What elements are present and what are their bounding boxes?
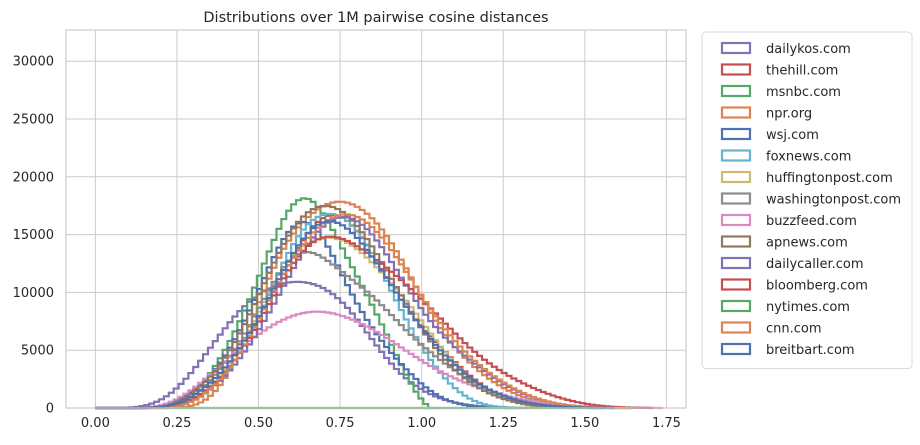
legend-swatch bbox=[720, 342, 752, 356]
legend-label: wsj.com bbox=[766, 128, 819, 143]
y-tick-label: 0 bbox=[46, 402, 54, 417]
legend-swatch bbox=[720, 84, 752, 98]
chart-title: Distributions over 1M pairwise cosine di… bbox=[203, 10, 548, 26]
histogram-series-buzzfeed-com bbox=[95, 310, 664, 410]
legend-label: thehill.com bbox=[766, 64, 838, 79]
legend-swatch bbox=[720, 149, 752, 162]
legend-label: buzzfeed.com bbox=[766, 214, 857, 229]
plot-area: 0.00 0.25 0.50 0.75 1.00 1.25 1.50 1.75 0 5000 100… bbox=[13, 29, 687, 431]
histogram-series-breitbart-com bbox=[95, 220, 615, 410]
legend-label: foxnews.com bbox=[766, 150, 851, 165]
y-tick-label: 25000 bbox=[13, 113, 54, 128]
legend-label: huffingtonpost.com bbox=[766, 171, 893, 186]
y-tick-label: 30000 bbox=[13, 55, 54, 70]
histogram-series-washingtonpost-com bbox=[95, 251, 600, 410]
legend-box bbox=[701, 31, 913, 369]
histogram-series-dailykos-com bbox=[95, 280, 537, 410]
y-tick-label: 5000 bbox=[21, 344, 54, 359]
legend-label: dailycaller.com bbox=[766, 257, 864, 272]
legend-swatch bbox=[720, 41, 752, 55]
y-tick-label: 20000 bbox=[13, 170, 54, 185]
legend-swatch bbox=[720, 256, 752, 270]
x-tick-label: 1.75 bbox=[652, 416, 681, 431]
legend-label: apnews.com bbox=[766, 236, 848, 251]
legend-label: breitbart.com bbox=[766, 343, 855, 358]
legend-label: bloomberg.com bbox=[766, 279, 868, 294]
y-tick-label: 10000 bbox=[13, 286, 54, 301]
y-tick-label: 15000 bbox=[13, 228, 54, 243]
histogram-series-cnn-com bbox=[95, 213, 629, 410]
legend-label: msnbc.com bbox=[766, 85, 841, 100]
histogram-series-apnews-com bbox=[95, 204, 595, 410]
legend-swatch bbox=[720, 63, 752, 76]
x-tick-label: 1.50 bbox=[570, 416, 599, 431]
legend-swatch bbox=[720, 278, 752, 291]
legend-swatch bbox=[720, 106, 752, 119]
legend-swatch bbox=[720, 192, 752, 205]
legend-swatch bbox=[720, 299, 752, 313]
legend: dailykos.com thehill.com msnbc.com npr.org w… bbox=[701, 31, 913, 369]
x-tick-label: 0.25 bbox=[162, 416, 191, 431]
legend-label: washingtonpost.com bbox=[766, 193, 901, 208]
x-tick-label: 1.25 bbox=[489, 416, 518, 431]
legend-label: nytimes.com bbox=[766, 300, 850, 315]
x-tick-label: 1.00 bbox=[407, 416, 436, 431]
legend-swatch bbox=[720, 213, 752, 227]
x-tick-label: 0.00 bbox=[81, 416, 110, 431]
legend-swatch bbox=[720, 321, 752, 334]
legend-label: cnn.com bbox=[766, 322, 822, 337]
axes-frame bbox=[65, 29, 687, 409]
legend-label: npr.org bbox=[766, 107, 812, 122]
x-tick-label: 0.50 bbox=[244, 416, 273, 431]
legend-swatch bbox=[720, 235, 752, 248]
legend-swatch bbox=[720, 170, 752, 184]
x-tick-label: 0.75 bbox=[326, 416, 355, 431]
legend-swatch bbox=[720, 127, 752, 141]
legend-label: dailykos.com bbox=[766, 42, 851, 57]
